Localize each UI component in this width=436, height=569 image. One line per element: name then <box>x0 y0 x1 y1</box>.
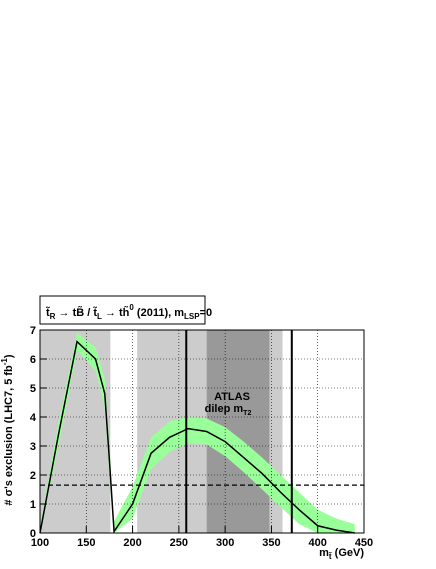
x-tick-label: 100 <box>31 537 49 549</box>
y-label-part: -1 <box>0 358 9 366</box>
data-line <box>39 340 355 534</box>
title-part: → tB̃ / <box>55 306 93 319</box>
title-part: 0 <box>129 303 134 312</box>
y-tick-label: 3 <box>30 441 36 453</box>
plot <box>39 329 365 534</box>
annotation-part: T2 <box>243 410 251 417</box>
title-part: R <box>50 312 56 321</box>
x-tick-label: 200 <box>123 537 141 549</box>
x-tick-label: 350 <box>262 537 280 549</box>
annotation-part: dilep m <box>205 403 244 415</box>
error-band <box>40 332 355 533</box>
title-part: t̃ <box>93 306 97 319</box>
x-axis-label: mt̃ (GeV) <box>319 547 364 561</box>
y-tick-label: 6 <box>30 354 36 366</box>
title-part: =0 <box>200 307 213 319</box>
y-tick-label: 2 <box>30 470 36 482</box>
y-label-part: # σ's exclusion (LHC7, 5 fb <box>3 365 15 506</box>
y-axis-label: # σ's exclusion (LHC7, 5 fb-1) <box>0 354 15 505</box>
title-box <box>39 295 206 325</box>
y-tick-label: 0 <box>30 528 36 540</box>
x-label-part: (GeV) <box>332 547 365 559</box>
annotation: dilep mT2 <box>205 403 252 417</box>
y-tick-label: 1 <box>30 499 36 511</box>
title-part: → th̃ <box>102 306 130 319</box>
x-tick-label: 300 <box>216 537 234 549</box>
title: t̃R → tB̃ / t̃L → th̃0 (2011), mLSP=0 <box>46 303 212 321</box>
shaded-region <box>40 330 111 533</box>
title-part: L <box>97 312 102 321</box>
x-label-part: t̃ <box>329 552 333 561</box>
y-tick-label: 4 <box>30 412 37 424</box>
x-label-part: m <box>319 547 329 559</box>
title-part: LSP <box>184 312 200 321</box>
annotation: ATLAS <box>214 391 250 403</box>
title-part: t̃ <box>46 306 50 319</box>
x-tick-label: 150 <box>77 537 95 549</box>
x-tick-label: 250 <box>170 537 188 549</box>
title-part: (2011), m <box>134 307 184 319</box>
plot-frame <box>39 329 365 534</box>
y-tick-label: 5 <box>30 383 36 395</box>
x-tick-label: 450 <box>355 537 373 549</box>
x-tick-label: 400 <box>309 537 327 549</box>
y-label-part: ) <box>3 354 15 358</box>
y-tick-label: 7 <box>30 325 36 337</box>
